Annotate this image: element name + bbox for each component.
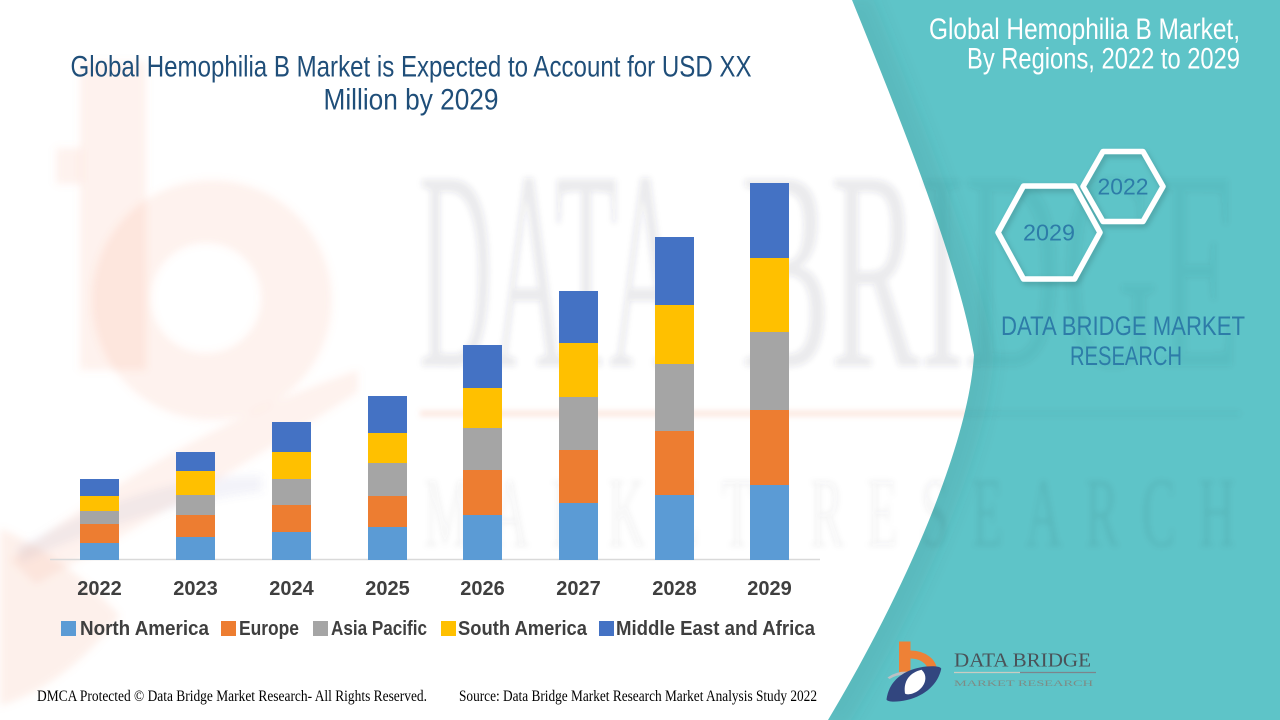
svg-text:2024: 2024 xyxy=(269,578,314,600)
svg-text:South America: South America xyxy=(458,618,588,640)
svg-text:2029: 2029 xyxy=(747,578,792,600)
svg-text:DATA: DATA xyxy=(419,112,683,428)
svg-text:DATA BRIDGE: DATA BRIDGE xyxy=(954,650,1091,672)
svg-text:2029: 2029 xyxy=(1023,220,1075,246)
svg-text:Europe: Europe xyxy=(239,618,299,640)
svg-text:2022: 2022 xyxy=(77,578,122,600)
svg-text:Global Hemophilia B Market is: Global Hemophilia B Market is Expected t… xyxy=(71,51,752,84)
svg-text:Asia Pacific: Asia Pacific xyxy=(331,618,427,640)
svg-text:2022: 2022 xyxy=(1098,174,1149,200)
svg-text:Middle East and Africa: Middle East and Africa xyxy=(616,618,816,640)
svg-text:Global Hemophilia B Market,: Global Hemophilia B Market, xyxy=(929,13,1240,46)
svg-text:North America: North America xyxy=(80,618,210,640)
svg-text:Source: Data Bridge Market Res: Source: Data Bridge Market Research Mark… xyxy=(459,688,817,705)
svg-text:2028: 2028 xyxy=(652,578,697,600)
svg-text:2025: 2025 xyxy=(365,578,410,600)
svg-text:2026: 2026 xyxy=(460,578,505,600)
svg-text:MARKET RESEARCH: MARKET RESEARCH xyxy=(954,678,1093,688)
svg-text:MARKET RESEARCH: MARKET RESEARCH xyxy=(424,457,1258,568)
svg-text:By Regions, 2022 to 2029: By Regions, 2022 to 2029 xyxy=(967,43,1240,76)
svg-text:DMCA Protected © Data Bridge M: DMCA Protected © Data Bridge Market Rese… xyxy=(37,688,427,705)
svg-text:Million by 2029: Million by 2029 xyxy=(324,84,499,117)
svg-text:2027: 2027 xyxy=(556,578,601,600)
svg-text:DATA BRIDGE MARKET: DATA BRIDGE MARKET xyxy=(1001,311,1245,341)
svg-text:RESEARCH: RESEARCH xyxy=(1070,341,1182,371)
svg-text:2023: 2023 xyxy=(173,578,218,600)
